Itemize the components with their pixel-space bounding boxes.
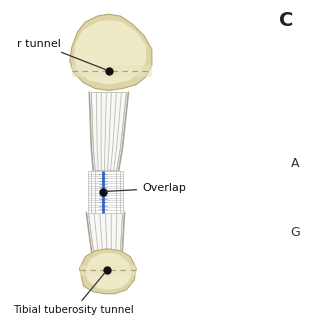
Polygon shape bbox=[80, 265, 136, 276]
Text: C: C bbox=[279, 11, 293, 29]
Text: A: A bbox=[291, 157, 300, 170]
Polygon shape bbox=[70, 14, 152, 91]
Polygon shape bbox=[88, 171, 123, 212]
Text: r tunnel: r tunnel bbox=[17, 38, 106, 70]
Polygon shape bbox=[74, 20, 146, 84]
Text: G: G bbox=[291, 226, 300, 239]
Polygon shape bbox=[91, 92, 126, 171]
Polygon shape bbox=[88, 212, 123, 264]
Text: Tibial tuberosity tunnel: Tibial tuberosity tunnel bbox=[13, 272, 134, 316]
Text: Overlap: Overlap bbox=[106, 183, 186, 193]
Polygon shape bbox=[72, 65, 152, 77]
Polygon shape bbox=[85, 253, 132, 290]
Polygon shape bbox=[80, 249, 136, 294]
